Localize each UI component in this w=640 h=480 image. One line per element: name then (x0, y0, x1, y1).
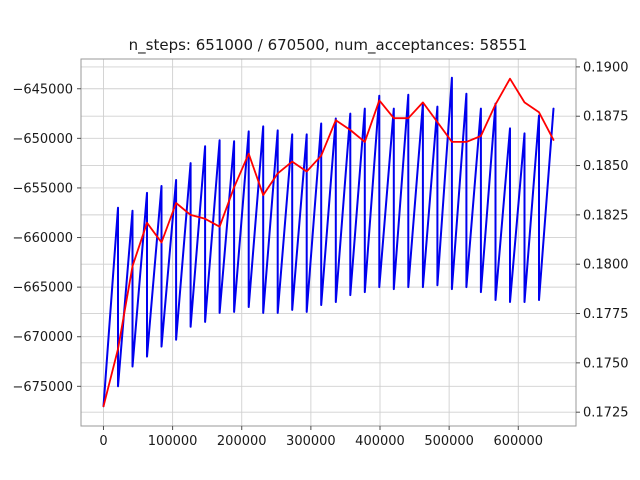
y-tick-label: −660000 (12, 231, 73, 246)
x-tick-label: 300000 (286, 434, 336, 449)
x-tick-label: 400000 (355, 434, 405, 449)
series-line-left (102, 76, 555, 408)
series-layer (102, 76, 555, 408)
y-tick-label: −655000 (12, 181, 73, 196)
grid (81, 59, 576, 426)
x-tick-label: 100000 (148, 434, 198, 449)
y-tick-label: −665000 (12, 281, 73, 296)
y-tick-label: −670000 (12, 330, 73, 345)
x-tick-label: 600000 (493, 434, 543, 449)
y2-tick-label: 0.1900 (583, 60, 629, 75)
y2-tick-label: 0.1825 (583, 208, 629, 223)
y2-tick-label: 0.1800 (583, 258, 629, 273)
chart-title: n_steps: 651000 / 670500, num_acceptance… (129, 36, 528, 55)
y-axis-right: 0.1725 0.1750 0.1775 0.1800 0.1825 0.1850 0.18… (576, 60, 629, 421)
x-tick-label: 0 (99, 434, 107, 449)
y-tick-label: −645000 (12, 82, 73, 97)
x-tick-label: 200000 (217, 434, 267, 449)
y2-tick-label: 0.1875 (583, 110, 629, 125)
x-axis: 0 100000 200000 300000 400000 500000 600000 (99, 426, 543, 449)
y2-tick-label: 0.1850 (583, 159, 629, 174)
series-line-right (102, 77, 555, 408)
y-tick-label: −650000 (12, 132, 73, 147)
y-tick-label: −675000 (12, 380, 73, 395)
y2-tick-label: 0.1775 (583, 307, 629, 322)
y2-tick-label: 0.1725 (583, 406, 629, 421)
plot-frame (80, 58, 577, 427)
y2-tick-label: 0.1750 (583, 356, 629, 371)
x-tick-label: 500000 (424, 434, 474, 449)
y-axis-left: −675000 −670000 −665000 −660000 −655000 −6500… (12, 82, 81, 395)
